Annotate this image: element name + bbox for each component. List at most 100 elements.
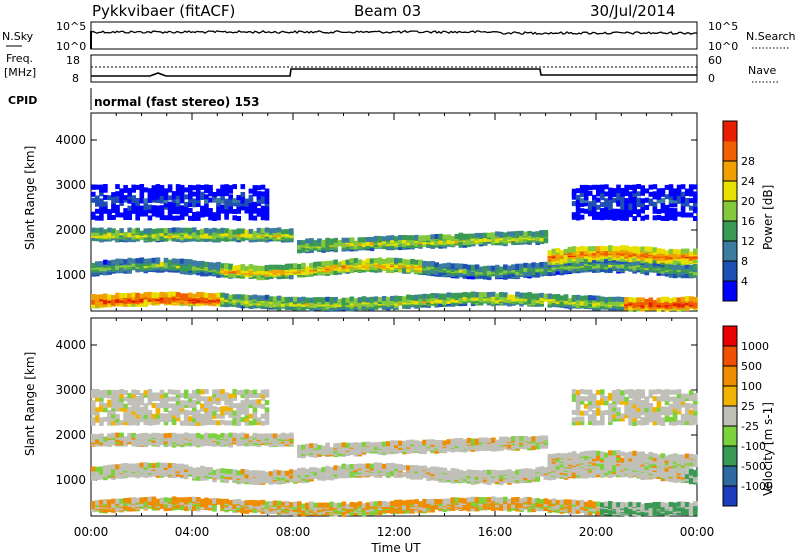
scatter-cell <box>579 192 585 198</box>
scatter-cell <box>115 184 120 190</box>
scatter-cell <box>155 462 161 468</box>
scatter-cell <box>317 297 322 303</box>
scatter-cell <box>624 297 629 303</box>
scatter-cell <box>640 215 645 221</box>
velocity-cells <box>91 388 698 517</box>
scatter-cell <box>458 292 464 298</box>
cpid-text: normal (fast stereo) 153 <box>94 95 260 109</box>
scatter-cell <box>127 212 132 218</box>
scatter-cell <box>264 265 270 270</box>
scatter-cell <box>192 421 197 426</box>
scatter-cell <box>377 236 383 241</box>
scatter-cell <box>632 205 637 211</box>
scatter-cell <box>474 267 480 273</box>
nsearch-label: N.Search <box>746 30 796 43</box>
scatter-cell <box>216 191 221 197</box>
scatter-cell <box>559 250 565 256</box>
scatter-cell <box>531 293 536 299</box>
scatter-cell <box>175 497 181 503</box>
scatter-cell <box>381 244 387 250</box>
scatter-cell <box>99 499 104 505</box>
scatter-cell <box>107 402 112 408</box>
scatter-cell <box>139 410 145 416</box>
scatter-cell <box>139 198 145 204</box>
scatter-cell <box>183 432 189 438</box>
scatter-cell <box>147 188 153 194</box>
scatter-cell <box>167 211 173 217</box>
scatter-cell <box>507 231 512 237</box>
scatter-cell <box>143 497 149 502</box>
scatter-cell <box>119 258 124 264</box>
scatter-cell <box>135 438 140 444</box>
scatter-cell <box>175 190 181 196</box>
scatter-cell <box>175 389 181 395</box>
scatter-cell <box>616 296 621 302</box>
scatter-cell <box>664 216 670 221</box>
scatter-cell <box>91 420 96 426</box>
scatter-cell <box>196 420 201 426</box>
scatter-cell <box>196 215 201 221</box>
scatter-cell <box>107 294 112 300</box>
cpid-panel: CPID normal (fast stereo) 153 <box>8 88 260 110</box>
scatter-cell <box>115 406 120 412</box>
scatter-cell <box>454 297 460 303</box>
scatter-cell <box>486 232 492 238</box>
scatter-cell <box>232 229 237 235</box>
scatter-cell <box>196 413 201 418</box>
scatter-cell <box>248 295 254 301</box>
scatter-cell <box>175 188 181 194</box>
scatter-cell <box>91 389 96 395</box>
scatter-cell <box>660 248 666 254</box>
scatter-cell <box>196 396 201 402</box>
scatter-cell <box>103 229 108 235</box>
scatter-cell <box>143 436 149 442</box>
scatter-cell <box>107 389 112 395</box>
scatter-cell <box>672 188 678 194</box>
scatter-cell <box>183 232 189 238</box>
scatter-cell <box>656 188 662 194</box>
scatter-cell <box>192 413 197 419</box>
scatter-cell <box>628 201 633 207</box>
scatter-cell <box>668 198 674 204</box>
scatter-cell <box>171 403 177 409</box>
scatter-cell <box>652 194 658 200</box>
scatter-cell <box>99 184 104 190</box>
scatter-cell <box>183 208 189 214</box>
scatter-cell <box>660 208 666 214</box>
scatter-cell <box>188 292 193 298</box>
scatter-cell <box>535 267 540 273</box>
scatter-cell <box>422 293 427 299</box>
scatter-cell <box>216 272 221 278</box>
scatter-cell <box>111 403 116 409</box>
scatter-cell <box>171 410 177 416</box>
scatter-cell <box>115 395 120 401</box>
scatter-cell <box>478 232 484 238</box>
scatter-cell <box>470 299 476 305</box>
nsky-frame <box>90 21 698 50</box>
scatter-cell <box>139 417 145 423</box>
scatter-cell <box>91 299 96 305</box>
scatter-cell <box>204 194 209 200</box>
scatter-cell <box>361 296 367 302</box>
scatter-cell <box>236 197 241 203</box>
scatter-cell <box>604 208 609 214</box>
scatter-cell <box>151 432 157 438</box>
scatter-cell <box>224 198 229 204</box>
scatter-cell <box>600 195 605 201</box>
scatter-cell <box>644 257 650 263</box>
scatter-cell <box>632 188 637 194</box>
scatter-cell <box>204 389 209 394</box>
scatter-cell <box>648 191 654 197</box>
scatter-cell <box>103 187 108 193</box>
scatter-cell <box>373 258 379 263</box>
scatter-cell <box>127 187 132 193</box>
scatter-cell <box>240 303 246 309</box>
scatter-cell <box>482 274 488 280</box>
scatter-cell <box>640 185 645 191</box>
scatter-cell <box>244 198 250 204</box>
scatter-cell <box>656 215 662 220</box>
scatter-cell <box>491 299 496 305</box>
scatter-cell <box>248 188 254 194</box>
scatter-cell <box>103 475 108 481</box>
scatter-cell <box>204 261 209 267</box>
